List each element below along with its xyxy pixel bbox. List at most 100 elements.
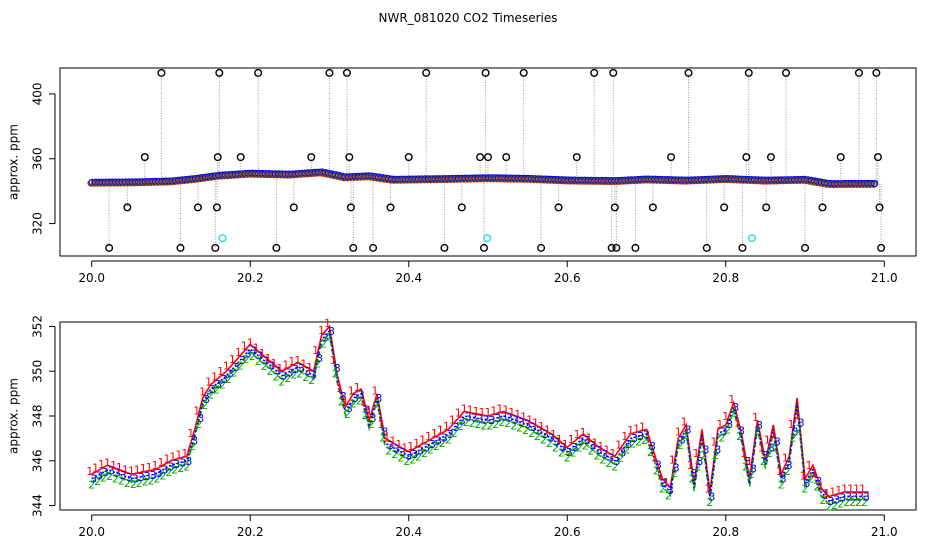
series-point-label: 1 — [681, 416, 688, 429]
series-point-label: 1 — [788, 418, 795, 431]
chart-main-title: NWR_081020 CO2 Timeseries — [379, 11, 558, 25]
series-point-label: 2 — [368, 418, 375, 431]
series-point-label: 1 — [722, 410, 729, 423]
series-point-label: 3 — [399, 446, 406, 459]
series-point-label: 3 — [173, 458, 180, 471]
series-point-label: 3 — [655, 459, 662, 472]
series-point-label: 2 — [314, 357, 321, 370]
series-point-label: 1 — [716, 418, 723, 431]
series-point-label: 2 — [243, 353, 250, 366]
spike-point — [193, 203, 202, 212]
series-point-label: 3 — [316, 352, 323, 365]
series-point-label: 1 — [651, 451, 658, 464]
series-point-label: 2 — [730, 407, 737, 420]
series-point-label: 1 — [461, 403, 468, 416]
series-point-label: 2 — [272, 370, 279, 383]
series-point-label: 2 — [807, 473, 814, 486]
x-tick-label: 20.0 — [78, 525, 105, 539]
series-point-label: 1 — [853, 483, 860, 496]
spike-point — [105, 243, 114, 252]
series-point-label: 1 — [211, 370, 218, 383]
series-point-label: 2 — [457, 420, 464, 433]
series-point-label: 3 — [601, 448, 608, 461]
series-point-label: 3 — [239, 354, 246, 367]
series-point-label: 1 — [776, 465, 783, 478]
series-point-label: 2 — [772, 441, 779, 454]
series-point-label: 3 — [804, 477, 811, 490]
series-point-label: 3 — [857, 491, 864, 504]
series-point-label: 2 — [570, 446, 577, 459]
spike-point — [422, 68, 431, 77]
series-point-label: 2 — [379, 431, 386, 444]
series-point-label: 3 — [310, 369, 317, 382]
series-point-label: 1 — [122, 463, 129, 476]
series-point-label: 1 — [425, 430, 432, 443]
spike-point — [404, 153, 413, 162]
series-point-label: 3 — [530, 421, 537, 434]
series-point-label: 3 — [269, 360, 276, 373]
series-point-label: 3 — [376, 392, 383, 405]
series-point-label: 1 — [223, 360, 230, 373]
series-point-label: 1 — [811, 467, 818, 480]
series-point-label: 2 — [124, 477, 131, 490]
series-line — [91, 324, 869, 498]
series-point-label: 3 — [566, 446, 573, 459]
spike-point — [738, 243, 747, 252]
series-point-label: 1 — [657, 469, 664, 482]
series-point-label: 2 — [796, 422, 803, 435]
series-point-label: 1 — [205, 375, 212, 388]
series-point-label: 1 — [568, 433, 575, 446]
series-point-label: 1 — [752, 411, 759, 424]
series-point-label: 2 — [510, 419, 517, 432]
x-tick-label: 20.0 — [78, 271, 105, 285]
series-point-label: 2 — [742, 460, 749, 473]
series-point-label: 1 — [496, 403, 503, 416]
series-point-label: 1 — [158, 456, 165, 469]
series-point-label: 1 — [526, 413, 533, 426]
series-point-label: 3 — [738, 425, 745, 438]
spike-point — [648, 203, 657, 212]
spike-point — [609, 68, 618, 77]
spike-point — [519, 68, 528, 77]
series-point-label: 1 — [360, 395, 367, 408]
series-point-label: 1 — [728, 393, 735, 406]
spike-point — [386, 203, 395, 212]
series-point-label: 3 — [619, 446, 626, 459]
series-point-label: 1 — [782, 451, 789, 464]
series-point-label: 2 — [165, 466, 172, 479]
spike-point — [176, 243, 185, 252]
series-point-label: 2 — [344, 408, 351, 421]
plot-frame — [59, 67, 917, 257]
series-point-label: 2 — [409, 454, 416, 467]
series-point-label: 2 — [237, 360, 244, 373]
series-point-label: 3 — [120, 469, 127, 482]
series-point-label: 3 — [542, 428, 549, 441]
series-point-label: 1 — [550, 428, 557, 441]
series-point-label: 1 — [419, 434, 426, 447]
series-point-label: 3 — [435, 435, 442, 448]
series-point-label: 2 — [136, 477, 143, 490]
series-point-label: 2 — [219, 379, 226, 392]
series-point-label: 1 — [764, 434, 771, 447]
series-point-label: 2 — [189, 440, 196, 453]
series-point-label: 1 — [514, 408, 521, 421]
y-tick-label: 400 — [31, 82, 45, 105]
series-point-label: 3 — [459, 414, 466, 427]
spike-point — [782, 68, 791, 77]
series-point-label: 1 — [324, 317, 331, 330]
series-point-label: 2 — [338, 395, 345, 408]
series-point-label: 2 — [540, 434, 547, 447]
series-point-label: 1 — [835, 484, 842, 497]
series-point-label: 2 — [754, 425, 761, 438]
series-point-label: 1 — [490, 404, 497, 417]
series-point-label: 1 — [740, 447, 747, 460]
series-point-label: 3 — [156, 467, 163, 480]
series-point-label: 2 — [766, 447, 773, 460]
series-point-label: 2 — [528, 427, 535, 440]
series-point-label: 2 — [225, 373, 232, 386]
series-point-label: 3 — [352, 392, 359, 405]
series-point-label: 3 — [798, 417, 805, 430]
series-point-label: 1 — [597, 440, 604, 453]
series-point-label: 1 — [270, 357, 277, 370]
series-point-label: 3 — [815, 475, 822, 488]
